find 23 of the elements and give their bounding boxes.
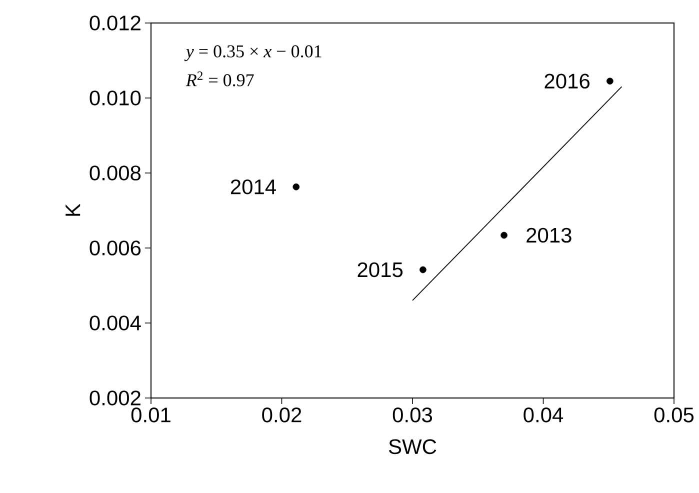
point [500,232,508,239]
point [420,266,426,274]
y-tick-label: 0.002 [90,390,140,406]
point [292,183,300,190]
x-tick-label: 0.01 [131,408,170,422]
point [606,78,614,85]
annotation: y = 0.35 × x − 0.01 [184,45,322,62]
x-tick-label: 0.03 [392,408,432,422]
annotation: 2016 [544,74,590,89]
y-tick-label: 0.004 [90,316,141,330]
x-tick-label: 0.05 [654,408,694,422]
x-tick-label: 0.04 [524,408,564,422]
annotation: 2014 [230,179,276,194]
annotation: R$^{2}$ = 0.97 [186,72,254,86]
annotation: 2015 [358,262,403,278]
y-tick-label: 0.008 [90,166,141,180]
y-tick-label: 0.010 [90,90,141,106]
y-tick-label: 0.012 [90,16,140,30]
annotation: 2013 [526,228,572,243]
x-axis-title: SWC [388,439,436,454]
x-tick-label: 0.02 [262,408,302,422]
y-axis-title: K [66,204,80,216]
y-tick-label: 0.006 [90,240,141,256]
